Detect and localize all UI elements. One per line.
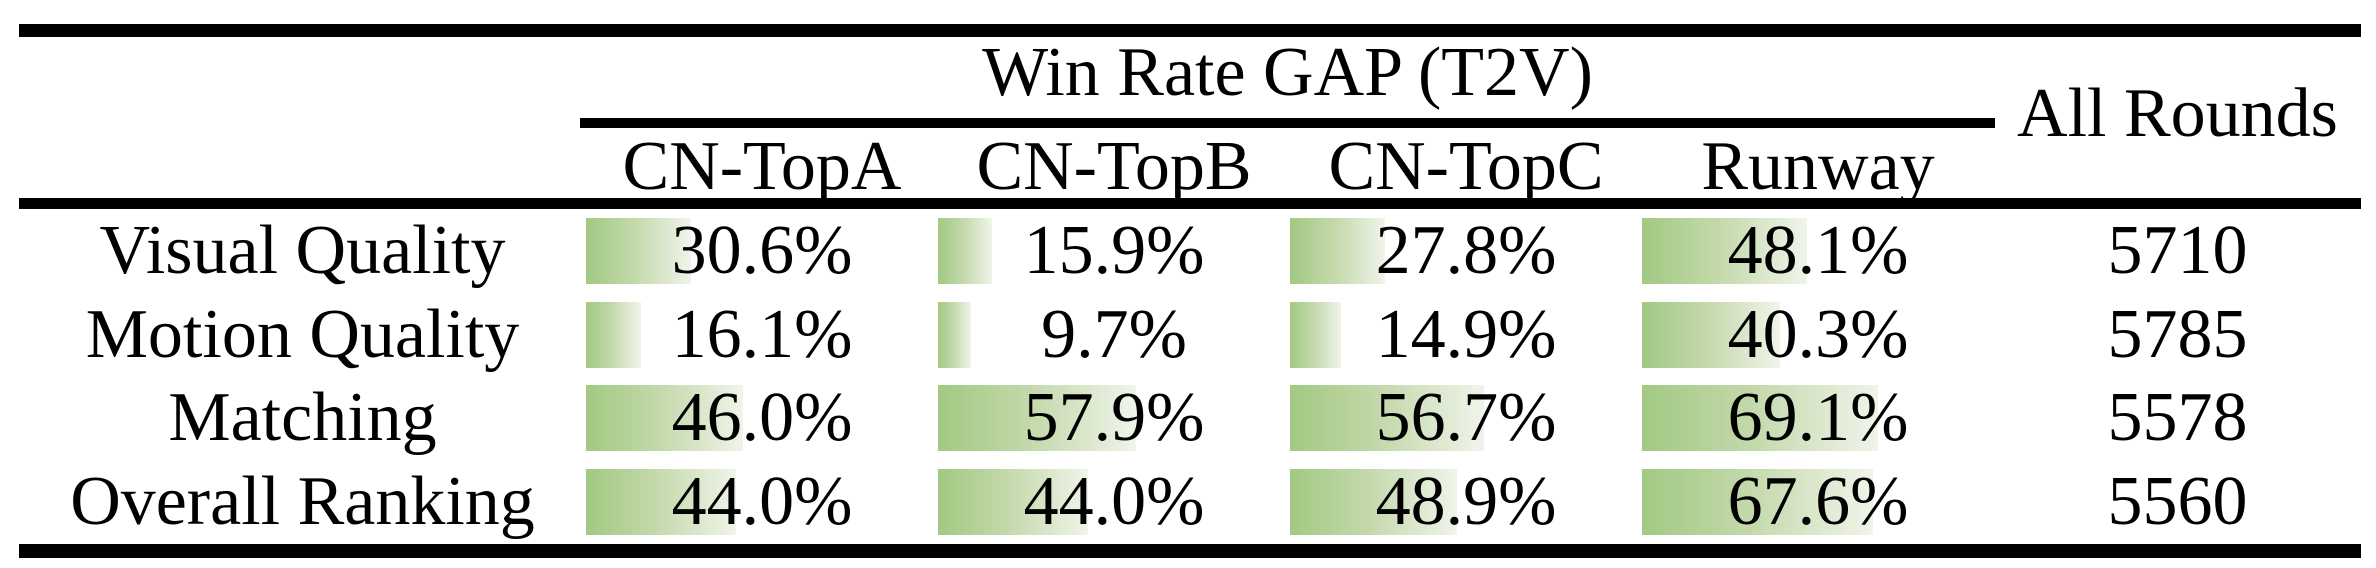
all-rounds-value: 5560 <box>2107 463 2248 541</box>
table-body: Visual Quality 30.6% 15.9% 27.8% 48.1% 5… <box>19 209 2361 544</box>
win-rate-value: 56.7% <box>1375 379 1557 457</box>
win-rate-bar <box>586 301 642 368</box>
win-rate-value: 57.9% <box>1023 379 1205 457</box>
win-rate-value: 48.1% <box>1727 211 1909 289</box>
win-rate-bar <box>1290 301 1341 368</box>
win-rate-value: 48.9% <box>1375 463 1557 541</box>
data-cell: 44.0% <box>938 460 1290 544</box>
row-label-column-spacer <box>19 127 586 207</box>
data-cell: 44.0% <box>586 460 938 544</box>
data-cell: 67.6% <box>1642 460 1994 544</box>
table-row-visual-quality: Visual Quality 30.6% 15.9% 27.8% 48.1% 5… <box>19 209 2361 293</box>
table-bottom-rule <box>19 544 2361 558</box>
data-cell: 14.9% <box>1290 293 1642 377</box>
data-cell: 16.1% <box>586 293 938 377</box>
data-cell: 30.6% <box>586 209 938 293</box>
data-cell: 9.7% <box>938 293 1290 377</box>
win-rate-bar <box>1642 385 1879 452</box>
row-label: Matching <box>168 379 437 457</box>
group-header-win-rate-gap-t2v: Win Rate GAP (T2V) <box>982 34 1593 111</box>
data-cell: 46.0% <box>586 377 938 461</box>
win-rate-value: 46.0% <box>671 379 853 457</box>
win-rate-bar <box>938 469 1089 536</box>
table-row-overall-ranking: Overall Ranking 44.0% 44.0% 48.9% 67.6% … <box>19 460 2361 544</box>
win-rate-bar <box>1642 301 1780 368</box>
win-rate-value: 9.7% <box>1041 295 1187 373</box>
table-row-matching: Matching 46.0% 57.9% 56.7% 69.1% 5578 <box>19 377 2361 461</box>
column-header-cn-topa: CN-TopA <box>622 128 902 205</box>
data-cell: 56.7% <box>1290 377 1642 461</box>
data-cell: 40.3% <box>1642 293 1994 377</box>
win-rate-bar <box>1642 469 1874 536</box>
header-separator-rule <box>19 198 2361 209</box>
all-rounds-value: 5710 <box>2107 211 2248 289</box>
data-cell: 15.9% <box>938 209 1290 293</box>
column-header-runway: Runway <box>1701 128 1935 205</box>
win-rate-bar <box>1642 217 1807 284</box>
win-rate-bar <box>1290 385 1484 452</box>
win-rate-value: 30.6% <box>671 211 853 289</box>
column-header-all-rounds: All Rounds <box>2017 75 2338 152</box>
win-rate-value: 16.1% <box>671 295 853 373</box>
win-rate-value: 44.0% <box>1023 463 1205 541</box>
row-label: Motion Quality <box>85 295 520 373</box>
data-cell: 27.8% <box>1290 209 1642 293</box>
win-rate-bar <box>1290 469 1458 536</box>
win-rate-bar <box>938 217 993 284</box>
win-rate-bar <box>586 217 691 284</box>
row-label: Overall Ranking <box>70 463 535 541</box>
win-rate-value: 69.1% <box>1727 379 1909 457</box>
all-rounds-value: 5785 <box>2107 295 2248 373</box>
column-header-cn-topb: CN-TopB <box>976 128 1252 205</box>
win-rate-bar <box>586 469 737 536</box>
column-header-cn-topc: CN-TopC <box>1328 128 1604 205</box>
win-rate-bar <box>586 385 744 452</box>
table-row-motion-quality: Motion Quality 16.1% 9.7% 14.9% 40.3% 57… <box>19 293 2361 377</box>
data-cell: 57.9% <box>938 377 1290 461</box>
data-cell: 69.1% <box>1642 377 1994 461</box>
win-rate-value: 14.9% <box>1375 295 1557 373</box>
data-cell: 48.1% <box>1642 209 1994 293</box>
column-header-row: CN-TopA CN-TopB CN-TopC Runway <box>19 127 2361 205</box>
group-header-underline <box>580 118 1995 128</box>
win-rate-value: 27.8% <box>1375 211 1557 289</box>
win-rate-value: 67.6% <box>1727 463 1909 541</box>
win-rate-bar <box>1290 217 1386 284</box>
win-rate-bar <box>938 385 1137 452</box>
data-cell: 48.9% <box>1290 460 1642 544</box>
win-rate-value: 15.9% <box>1023 211 1205 289</box>
win-rate-value: 44.0% <box>671 463 853 541</box>
win-rate-bar <box>938 301 972 368</box>
win-rate-value: 40.3% <box>1727 295 1909 373</box>
all-rounds-value: 5578 <box>2107 379 2248 457</box>
table-top-rule <box>19 24 2361 37</box>
row-label: Visual Quality <box>99 211 506 289</box>
